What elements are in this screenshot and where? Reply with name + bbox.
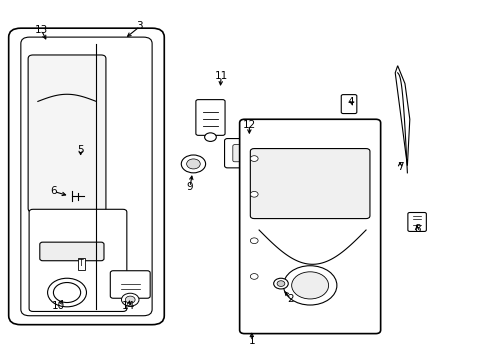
Circle shape bbox=[250, 192, 258, 197]
Polygon shape bbox=[394, 66, 409, 166]
Text: 10: 10 bbox=[52, 301, 65, 311]
FancyBboxPatch shape bbox=[29, 209, 126, 311]
Circle shape bbox=[250, 238, 258, 244]
FancyBboxPatch shape bbox=[232, 145, 261, 162]
Text: 13: 13 bbox=[35, 25, 48, 35]
Circle shape bbox=[250, 274, 258, 279]
FancyBboxPatch shape bbox=[28, 55, 106, 212]
Circle shape bbox=[181, 155, 205, 173]
Text: 5: 5 bbox=[77, 145, 84, 155]
FancyBboxPatch shape bbox=[250, 149, 369, 219]
FancyBboxPatch shape bbox=[407, 212, 426, 231]
Circle shape bbox=[277, 281, 285, 287]
Text: 1: 1 bbox=[248, 337, 255, 346]
Text: 3: 3 bbox=[136, 21, 143, 31]
Text: 4: 4 bbox=[346, 97, 353, 107]
Circle shape bbox=[204, 133, 216, 141]
FancyBboxPatch shape bbox=[40, 242, 104, 261]
Circle shape bbox=[186, 159, 200, 169]
FancyBboxPatch shape bbox=[110, 271, 150, 298]
Circle shape bbox=[291, 272, 328, 299]
Circle shape bbox=[250, 156, 258, 161]
Text: 9: 9 bbox=[186, 182, 193, 192]
FancyBboxPatch shape bbox=[341, 95, 356, 113]
Circle shape bbox=[125, 296, 135, 303]
FancyBboxPatch shape bbox=[21, 37, 152, 316]
FancyBboxPatch shape bbox=[9, 28, 164, 325]
Text: 2: 2 bbox=[287, 294, 293, 303]
Circle shape bbox=[47, 278, 86, 307]
Text: T: T bbox=[79, 260, 84, 269]
Text: 7: 7 bbox=[396, 162, 403, 172]
Text: 6: 6 bbox=[50, 186, 57, 197]
FancyBboxPatch shape bbox=[196, 100, 224, 135]
Circle shape bbox=[53, 283, 81, 302]
Text: 12: 12 bbox=[242, 120, 255, 130]
Text: 14: 14 bbox=[122, 301, 135, 311]
FancyBboxPatch shape bbox=[224, 139, 271, 168]
Text: 8: 8 bbox=[413, 224, 420, 234]
Text: 11: 11 bbox=[214, 71, 227, 81]
Circle shape bbox=[283, 266, 336, 305]
Circle shape bbox=[121, 293, 139, 306]
Circle shape bbox=[273, 278, 287, 289]
FancyBboxPatch shape bbox=[239, 119, 380, 334]
